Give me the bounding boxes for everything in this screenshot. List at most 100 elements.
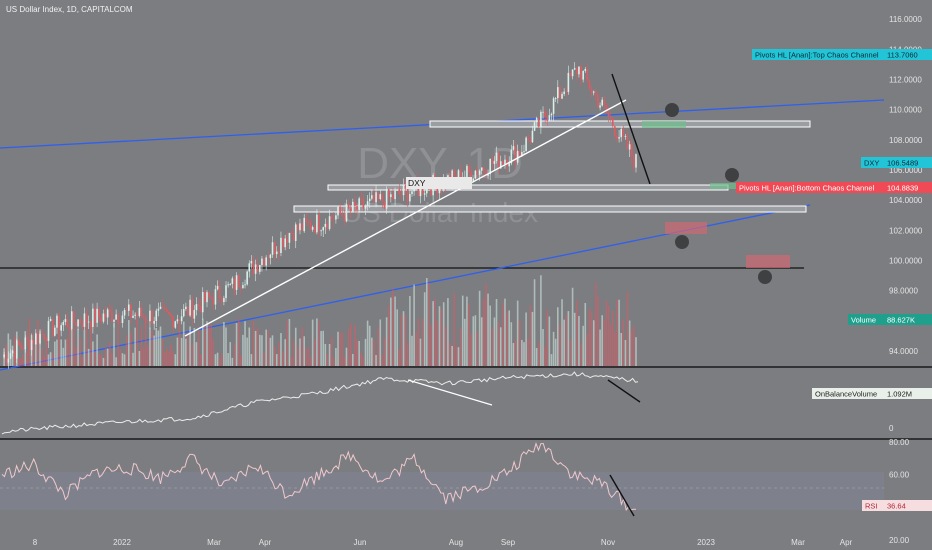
candle-body: [7, 358, 10, 363]
candle-body: [79, 319, 81, 324]
candle-body: [371, 195, 373, 199]
volume-bar: [123, 354, 126, 366]
volume-bar: [493, 317, 496, 366]
volume-bar: [529, 305, 532, 366]
candle-body: [60, 325, 62, 331]
volume-bar: [491, 327, 494, 366]
candle-body: [605, 104, 608, 114]
volume-bar: [326, 353, 329, 366]
candle-body: [514, 146, 517, 163]
candle-body: [54, 327, 56, 336]
time-axis[interactable]: 8 2022 Mar Apr Jun Aug Sep Nov 2023 Mar Apr: [33, 538, 853, 547]
obv-badge-value: 1.092M: [887, 390, 912, 399]
volume-bar: [618, 299, 620, 366]
bomb-icon: [758, 270, 772, 284]
volume-bar: [487, 293, 489, 366]
volume-bar: [193, 327, 196, 366]
candle-body: [290, 232, 293, 234]
volume-bar: [252, 320, 255, 366]
candle-body: [151, 310, 153, 324]
obv-panel[interactable]: [0, 368, 884, 438]
volume-bar: [119, 348, 122, 366]
volume-bar: [554, 338, 557, 366]
candle-body: [578, 66, 580, 75]
volume-bar: [630, 330, 633, 366]
volume-bar: [483, 299, 485, 366]
volume-bar: [620, 333, 623, 366]
volume-bar: [117, 318, 120, 366]
candle-body: [237, 275, 240, 288]
dxy-label-bg: [861, 157, 884, 168]
white-rising-trendline: [184, 99, 627, 337]
volume-bar: [472, 316, 475, 366]
volume-bar: [237, 319, 240, 366]
candle-body: [261, 258, 263, 266]
volume-bar: [633, 325, 635, 366]
volume-bar: [335, 348, 337, 366]
candle-body: [284, 238, 286, 248]
volume-bar: [89, 321, 92, 366]
red-zone-2: [746, 255, 790, 268]
candle-body: [275, 251, 278, 255]
candle-body: [269, 254, 272, 259]
candle-body: [142, 316, 145, 317]
volume-bar: [590, 312, 593, 366]
volume-bar: [616, 300, 618, 366]
candle-body: [525, 137, 527, 152]
candle-body: [242, 285, 244, 289]
obv-axis[interactable]: 0: [889, 424, 894, 433]
volume-bar: [56, 339, 58, 366]
volume-bar: [248, 327, 251, 366]
candle-body: [250, 261, 253, 264]
black-falling-line: [611, 73, 651, 185]
volume-bar: [476, 331, 479, 366]
candle-body: [406, 187, 409, 202]
volume-bar: [495, 299, 498, 366]
candle-body: [83, 313, 86, 327]
volume-bar: [62, 347, 65, 366]
volume-bar: [242, 334, 244, 366]
candle-body: [595, 91, 597, 95]
candle-body: [64, 319, 67, 323]
volume-bar: [628, 320, 631, 366]
time-axis-tick: Apr: [840, 538, 853, 547]
rsi-panel[interactable]: [0, 440, 884, 530]
volume-bar: [144, 320, 147, 366]
candle-body: [125, 309, 128, 311]
volume-bar: [635, 337, 637, 366]
volume-bar: [379, 319, 382, 366]
volume-bar: [609, 324, 612, 366]
volume-bar: [451, 345, 453, 366]
volume-bar: [70, 328, 73, 366]
candle-body: [220, 298, 223, 303]
candle-body: [70, 311, 73, 329]
volume-bar: [381, 355, 384, 366]
volume-bar: [474, 315, 477, 366]
candle-body: [187, 306, 189, 316]
candle-body: [273, 242, 276, 255]
dxy-chart-label-box: [406, 177, 472, 189]
candle-body: [157, 308, 160, 311]
volume-bar: [576, 300, 578, 366]
volume-bar: [60, 339, 62, 366]
volume-bar: [565, 314, 568, 366]
candle-body: [98, 308, 101, 318]
candle-body: [457, 170, 460, 181]
candle-body: [132, 315, 134, 318]
volume-bar: [7, 333, 10, 366]
candle-body: [5, 354, 8, 363]
rsi-axis-tick: 60.00: [889, 471, 910, 480]
time-axis-tick: Nov: [601, 538, 615, 547]
candle-body: [375, 192, 377, 203]
candle-body: [552, 98, 555, 114]
volume-bar: [328, 343, 331, 366]
volume-bar: [201, 318, 204, 366]
volume-bar: [459, 328, 462, 366]
volume-bar: [413, 284, 415, 366]
candle-body: [533, 122, 536, 131]
volume-bar: [54, 341, 56, 366]
candle-body: [214, 289, 217, 305]
